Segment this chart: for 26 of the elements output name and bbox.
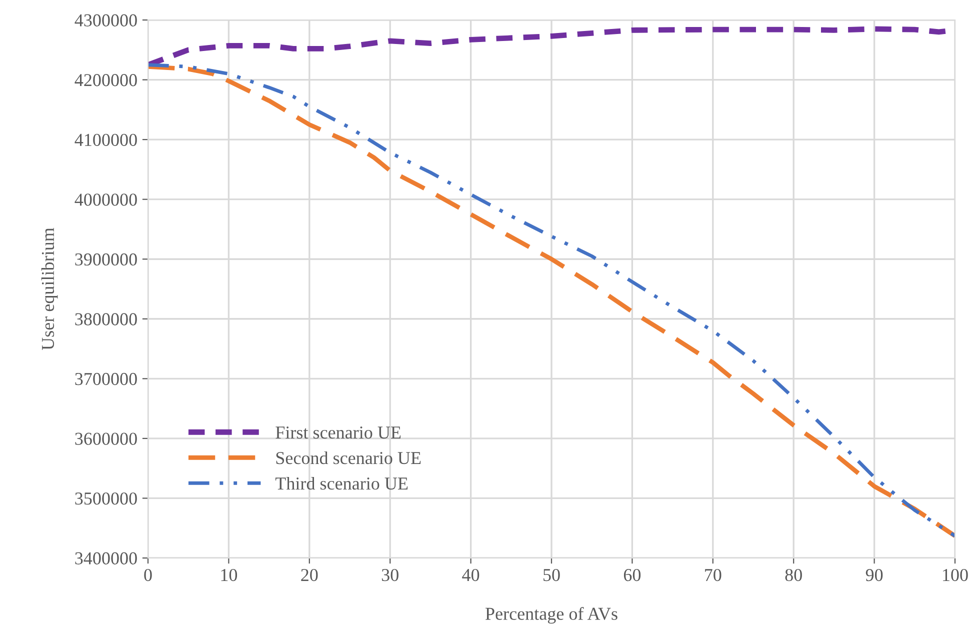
x-tick-label: 90 <box>866 568 883 582</box>
x-tick-label: 80 <box>785 568 802 582</box>
x-tick-label: 30 <box>382 568 398 582</box>
x-tick-label: 60 <box>624 568 641 582</box>
legend-label: Third scenario UE <box>275 476 408 490</box>
y-tick-label: 3400000 <box>75 552 137 564</box>
y-tick-label: 4200000 <box>74 74 137 86</box>
y-tick-label: 4300000 <box>74 14 137 26</box>
y-tick-label: 3700000 <box>75 372 137 386</box>
y-tick-label: 3900000 <box>75 253 137 266</box>
x-tick-label: 50 <box>544 568 560 582</box>
x-tick-label: 100 <box>943 568 968 582</box>
x-axis-title: Percentage of AVs <box>485 607 618 624</box>
x-tick-label: 20 <box>301 568 318 582</box>
y-axis-title: User equilibrium <box>41 228 58 350</box>
y-tick-label: 3800000 <box>75 313 137 326</box>
x-tick-label: 0 <box>144 568 152 582</box>
x-tick-label: 10 <box>221 568 238 582</box>
x-tick-label: 40 <box>462 568 480 582</box>
y-tick-label: 4000000 <box>74 194 137 206</box>
legend-label: Second scenario UE <box>276 451 421 464</box>
y-tick-label: 3500000 <box>75 492 137 505</box>
y-tick-label: 4100000 <box>74 134 137 146</box>
legend-label: First scenario UE <box>276 426 401 439</box>
y-tick-label: 3600000 <box>75 432 137 445</box>
x-tick-label: 70 <box>705 568 722 582</box>
